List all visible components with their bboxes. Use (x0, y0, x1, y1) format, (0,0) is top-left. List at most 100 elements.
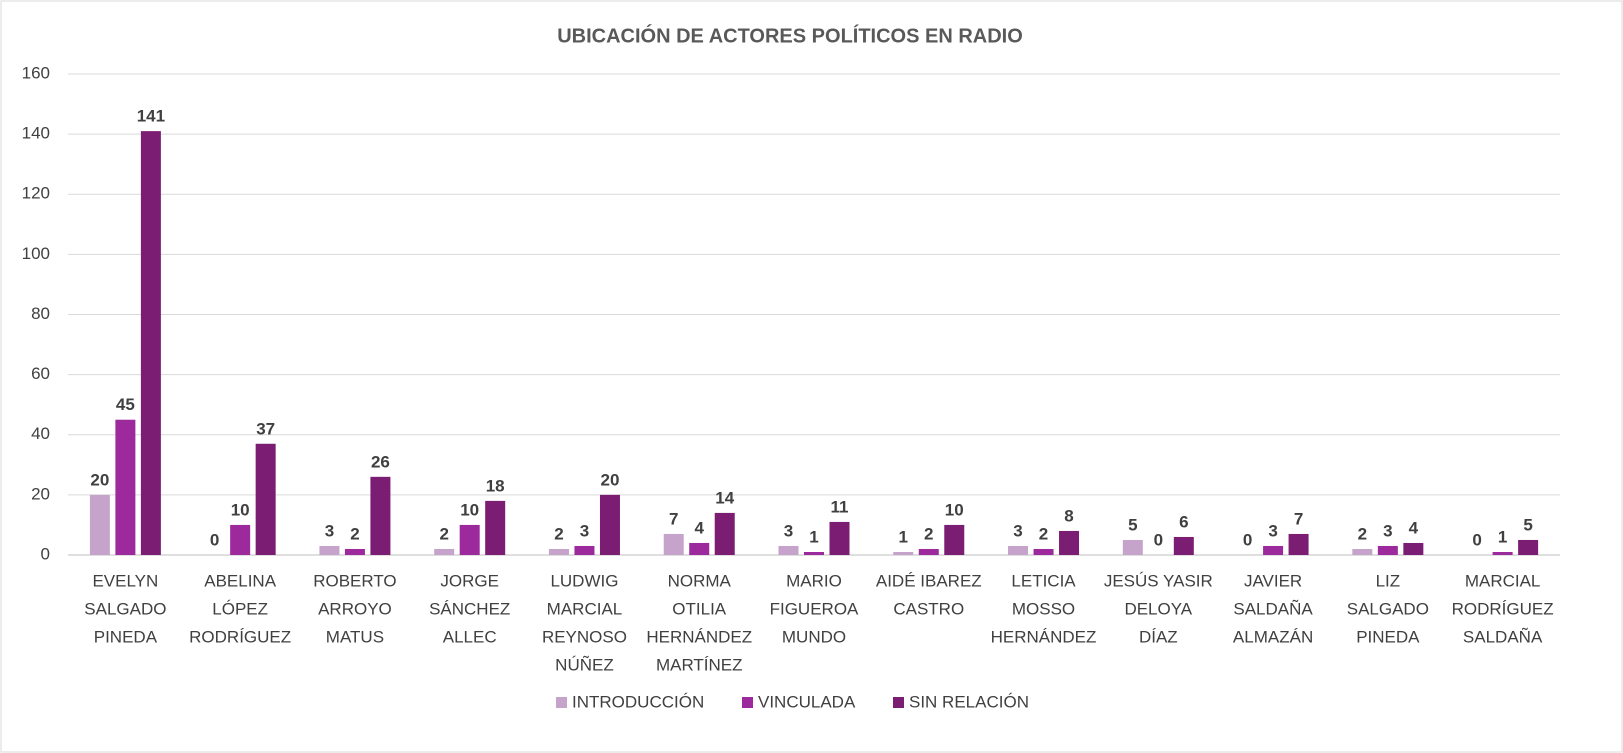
x-tick-label: MARTÍNEZ (656, 655, 743, 674)
data-label: 10 (460, 500, 479, 519)
x-tick-label: ROBERTO (313, 571, 396, 590)
y-tick-label: 100 (22, 244, 50, 263)
bar (829, 521, 850, 555)
y-tick-label: 0 (41, 544, 50, 563)
data-label: 2 (1358, 524, 1367, 543)
bar (255, 443, 276, 555)
x-tick-label: JAVIER (1244, 571, 1302, 590)
x-tick-label: LETICIA (1011, 571, 1076, 590)
x-tick-label: AIDÉ IBAREZ (876, 571, 982, 590)
data-label: 3 (1383, 521, 1392, 540)
bar (663, 533, 684, 555)
bar (1352, 548, 1373, 555)
x-tick-label: PINEDA (1356, 627, 1420, 646)
data-label: 1 (809, 527, 818, 546)
data-label: 8 (1064, 506, 1073, 525)
data-label: 37 (256, 419, 275, 438)
x-tick-label: PINEDA (94, 627, 158, 646)
legend-swatch (893, 697, 904, 708)
bar (1122, 539, 1143, 555)
data-label: 141 (137, 107, 165, 126)
data-label: 1 (1498, 527, 1507, 546)
x-tick-label: ALLEC (443, 627, 497, 646)
data-label: 0 (210, 530, 219, 549)
y-tick-label: 80 (31, 304, 50, 323)
bar (1403, 542, 1424, 555)
bar (230, 524, 251, 555)
data-label: 26 (371, 452, 390, 471)
bar (944, 524, 965, 555)
y-tick-label: 40 (31, 424, 50, 443)
x-tick-label: SALGADO (1347, 599, 1429, 618)
x-tick-label: CASTRO (893, 599, 964, 618)
data-label: 7 (1294, 509, 1303, 528)
data-label: 3 (325, 521, 334, 540)
bar (370, 476, 391, 555)
bar (893, 551, 914, 555)
bar (918, 548, 939, 555)
y-tick-label: 140 (22, 124, 50, 143)
x-tick-label: MARCIAL (1465, 571, 1541, 590)
data-label: 3 (784, 521, 793, 540)
data-label: 3 (1268, 521, 1277, 540)
bar (1288, 533, 1309, 555)
data-label: 20 (601, 470, 620, 489)
bar (115, 419, 136, 555)
data-label: 2 (1039, 524, 1048, 543)
bar (434, 548, 455, 555)
bar (599, 494, 620, 555)
data-label: 0 (1472, 530, 1481, 549)
data-label: 2 (554, 524, 563, 543)
x-tick-label: SALGADO (84, 599, 166, 618)
data-label: 5 (1523, 515, 1532, 534)
data-label: 2 (924, 524, 933, 543)
x-tick-label: HERNÁNDEZ (991, 627, 1097, 646)
data-label: 0 (1154, 530, 1163, 549)
bar (1033, 548, 1054, 555)
legend-label: VINCULADA (758, 692, 856, 711)
chart-title: UBICACIÓN DE ACTORES POLÍTICOS EN RADIO (557, 23, 1023, 47)
x-tick-label: MARIO (786, 571, 842, 590)
data-label: 7 (669, 509, 678, 528)
bar (1263, 545, 1284, 555)
bar (574, 545, 595, 555)
data-label: 10 (231, 500, 250, 519)
legend-swatch (556, 697, 567, 708)
data-label: 14 (715, 488, 734, 507)
data-label: 0 (1243, 530, 1252, 549)
x-tick-label: LUDWIG (550, 571, 618, 590)
x-tick-label: SÁNCHEZ (429, 599, 510, 618)
x-tick-label: MOSSO (1012, 599, 1075, 618)
bar (714, 512, 735, 555)
data-label: 18 (486, 476, 505, 495)
bar (1518, 539, 1539, 555)
data-label: 4 (694, 518, 704, 537)
data-label: 20 (90, 470, 109, 489)
bar (689, 542, 710, 555)
bar (1173, 536, 1194, 555)
bar (1492, 551, 1513, 555)
data-label: 45 (116, 395, 135, 414)
x-tick-label: MUNDO (782, 627, 846, 646)
x-tick-label: HERNÁNDEZ (646, 627, 752, 646)
data-label: 10 (945, 500, 964, 519)
x-tick-label: DÍAZ (1139, 627, 1178, 646)
y-tick-label: 120 (22, 184, 50, 203)
data-label: 4 (1409, 518, 1419, 537)
bar (459, 524, 480, 555)
bar (1008, 545, 1029, 555)
x-tick-label: LIZ (1376, 571, 1401, 590)
data-label: 1 (899, 527, 908, 546)
data-label: 5 (1128, 515, 1137, 534)
x-tick-label: OTILIA (672, 599, 727, 618)
bar (140, 131, 161, 555)
bar (1059, 530, 1080, 555)
x-tick-label: JESÚS YASIR (1104, 571, 1213, 590)
bar (804, 551, 824, 555)
x-tick-label: RODRÍGUEZ (1452, 599, 1554, 618)
bar (778, 545, 799, 555)
x-tick-label: ALMAZÁN (1233, 627, 1313, 646)
bar (548, 548, 569, 555)
